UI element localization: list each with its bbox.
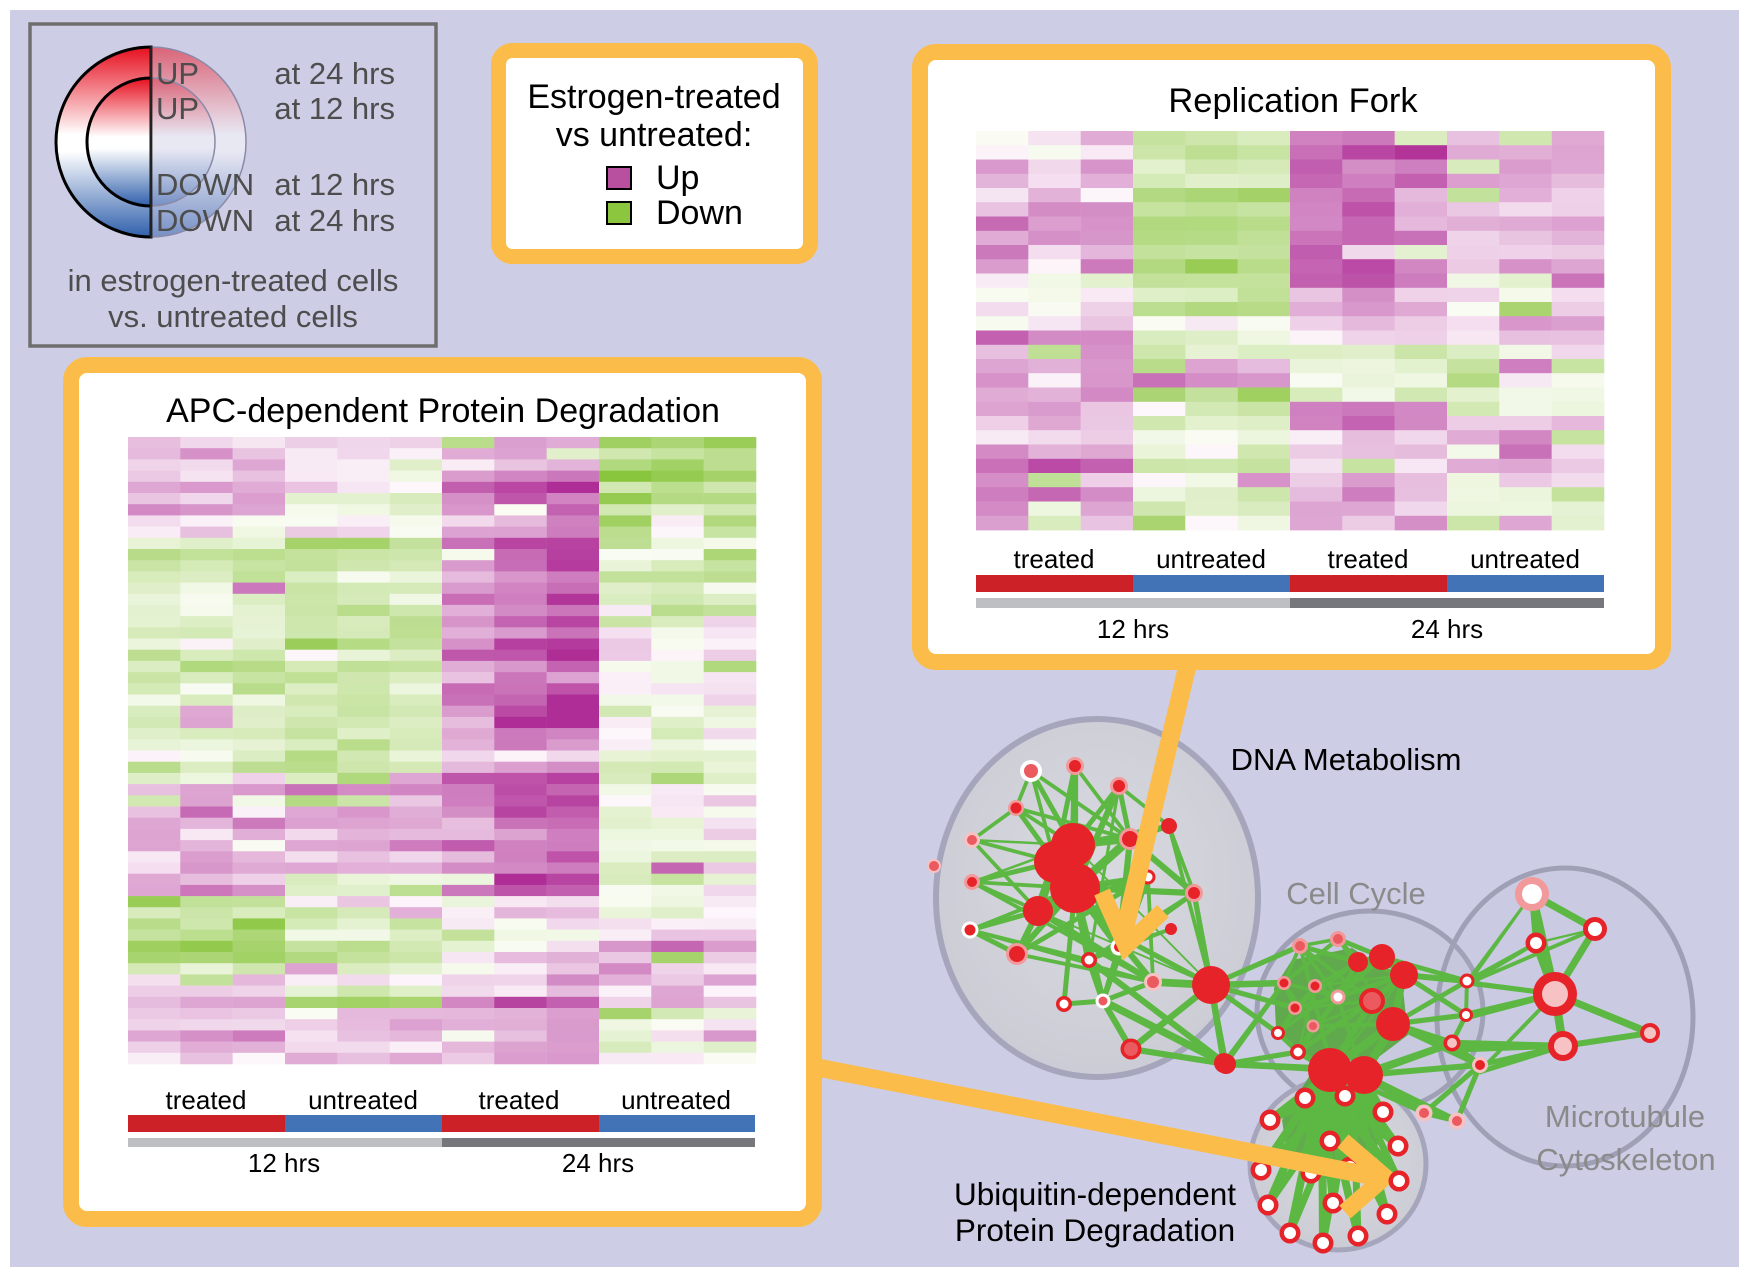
svg-text:vs untreated:: vs untreated: [556, 116, 753, 154]
svg-text:DNA Metabolism: DNA Metabolism [1231, 742, 1462, 777]
svg-text:at 12 hrs: at 12 hrs [274, 167, 395, 202]
svg-text:Down: Down [656, 194, 743, 232]
svg-text:treated: treated [479, 1085, 560, 1115]
svg-text:untreated: untreated [1470, 544, 1580, 574]
svg-text:Ubiquitin-dependent: Ubiquitin-dependent [954, 1176, 1236, 1212]
svg-text:at 12 hrs: at 12 hrs [274, 91, 395, 126]
svg-text:24 hrs: 24 hrs [562, 1148, 634, 1178]
svg-text:12 hrs: 12 hrs [1097, 614, 1169, 644]
svg-text:Microtubule: Microtubule [1545, 1099, 1705, 1134]
svg-text:UP: UP [156, 91, 199, 126]
svg-text:treated: treated [166, 1085, 247, 1115]
svg-text:untreated: untreated [1156, 544, 1266, 574]
svg-text:Cell Cycle: Cell Cycle [1286, 876, 1426, 911]
svg-text:12 hrs: 12 hrs [248, 1148, 320, 1178]
svg-text:APC-dependent Protein Degradat: APC-dependent Protein Degradation [166, 392, 720, 430]
svg-text:24 hrs: 24 hrs [1411, 614, 1483, 644]
svg-text:in estrogen-treated cells: in estrogen-treated cells [68, 263, 399, 298]
svg-text:Up: Up [656, 159, 699, 197]
svg-text:Estrogen-treated: Estrogen-treated [527, 78, 780, 116]
svg-text:treated: treated [1328, 544, 1409, 574]
svg-text:untreated: untreated [308, 1085, 418, 1115]
svg-text:untreated: untreated [621, 1085, 731, 1115]
svg-text:at 24 hrs: at 24 hrs [274, 56, 395, 91]
svg-text:DOWN: DOWN [156, 203, 254, 238]
svg-text:DOWN: DOWN [156, 167, 254, 202]
svg-text:Replication Fork: Replication Fork [1168, 82, 1418, 120]
svg-text:UP: UP [156, 56, 199, 91]
svg-text:at 24 hrs: at 24 hrs [274, 203, 395, 238]
svg-text:Cytoskeleton: Cytoskeleton [1536, 1142, 1715, 1177]
svg-text:vs. untreated cells: vs. untreated cells [108, 299, 358, 334]
svg-text:treated: treated [1014, 544, 1095, 574]
svg-text:Protein Degradation: Protein Degradation [955, 1212, 1235, 1248]
